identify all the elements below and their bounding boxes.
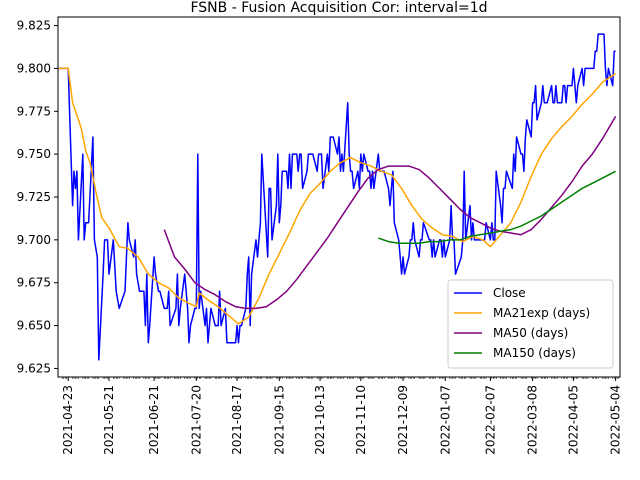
x-tick-label: 2021-09-15 <box>272 385 286 455</box>
plot-frame <box>57 16 621 378</box>
series-line-0 <box>58 33 616 361</box>
y-tick-label: 9.650 <box>17 319 51 333</box>
y-tick-label: 9.750 <box>17 147 51 161</box>
chart-title: FSNB - Fusion Acquisition Cor: interval=… <box>190 0 487 16</box>
y-tick-label: 9.625 <box>17 361 51 375</box>
x-tick-label: 2022-04-05 <box>566 385 580 455</box>
x-tick-label: 2021-12-09 <box>396 385 410 455</box>
y-tick-label: 9.800 <box>17 61 51 75</box>
x-tick-label: 2021-04-23 <box>61 385 75 455</box>
legend-label: MA21exp (days) <box>493 306 590 320</box>
y-tick-label: 9.675 <box>17 276 51 290</box>
x-tick-label: 2021-10-13 <box>313 385 327 455</box>
x-tick-label: 2022-02-07 <box>483 385 497 455</box>
x-axis: 2021-04-23 2021-05-21 2021-06-21 2021-07-20… <box>61 377 623 455</box>
legend-label: MA150 (days) <box>493 346 576 360</box>
series-line-3 <box>378 170 616 245</box>
y-tick-label: 9.825 <box>17 19 51 33</box>
y-tick-label: 9.725 <box>17 190 51 204</box>
x-tick-label: 2021-07-20 <box>189 385 203 455</box>
x-tick-label: 2022-05-04 <box>609 385 623 455</box>
x-tick-label: 2022-01-07 <box>438 385 452 455</box>
x-tick-label: 2022-03-08 <box>526 385 540 455</box>
y-tick-label: 9.700 <box>17 233 51 247</box>
legend: Close MA21exp (days) MA50 (days) MA150 (day… <box>447 279 614 369</box>
series-line-2 <box>163 116 617 310</box>
x-tick-label: 2021-11-10 <box>354 385 368 455</box>
y-axis: 9.625 9.650 9.675 9.700 9.725 9.750 9.775 9.800… <box>17 19 58 375</box>
legend-label: MA50 (days) <box>493 326 568 340</box>
legend-label: Close <box>493 286 526 300</box>
x-tick-label: 2021-05-21 <box>102 385 116 455</box>
y-tick-label: 9.775 <box>17 104 51 118</box>
series-layer <box>58 33 617 361</box>
legend-box <box>447 279 614 369</box>
series-line-1 <box>58 67 617 325</box>
x-tick-label: 2021-08-17 <box>230 385 244 455</box>
x-tick-label: 2021-06-21 <box>147 385 161 455</box>
